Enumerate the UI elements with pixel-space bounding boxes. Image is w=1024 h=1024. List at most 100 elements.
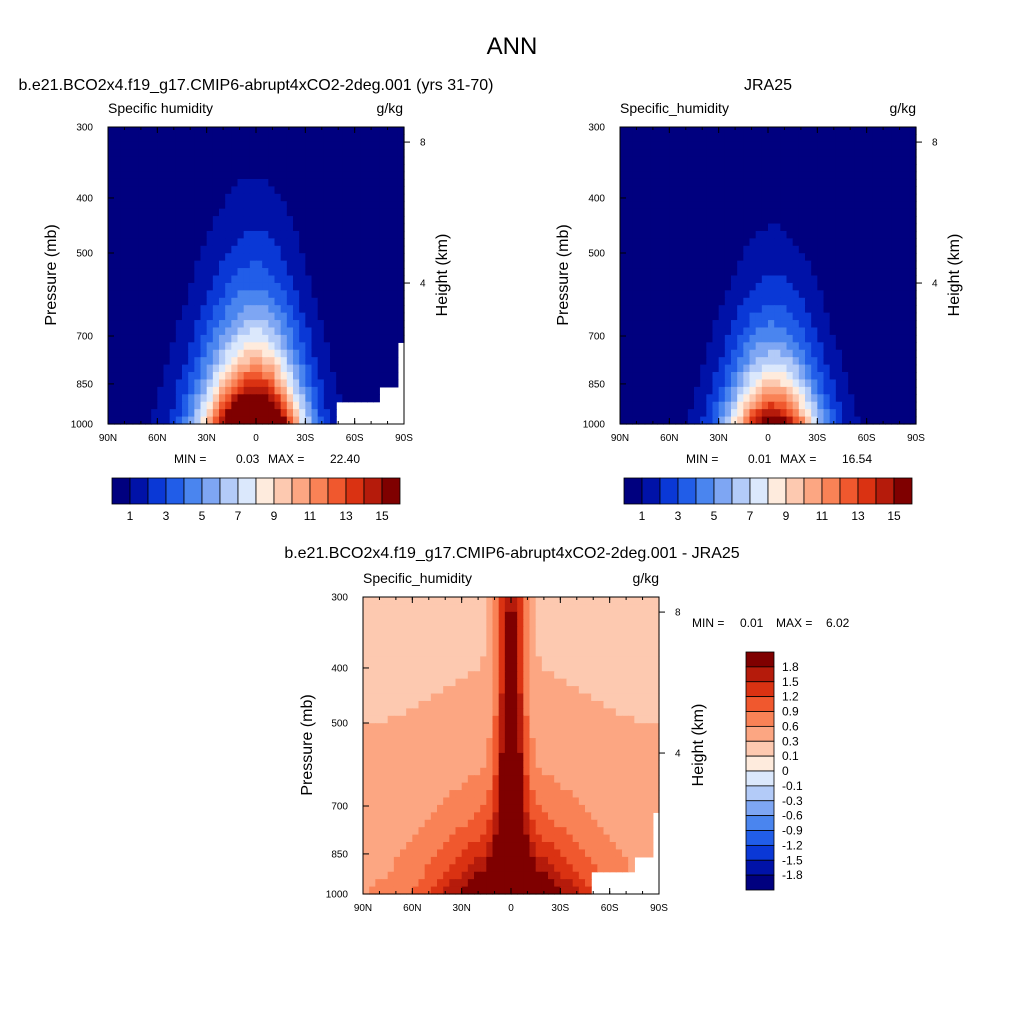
contour-cell [237, 401, 245, 410]
contour-cell [268, 275, 276, 284]
contour-cell [761, 127, 769, 136]
contour-cell [731, 171, 738, 180]
contour-cell [669, 409, 677, 418]
contour-cell [293, 253, 300, 262]
contour-cell [626, 275, 633, 284]
contour-cell [749, 230, 757, 239]
contour-cell [663, 349, 670, 358]
contour-cell [687, 260, 695, 269]
contour-cell [280, 290, 288, 299]
contour-cell [305, 334, 313, 343]
contour-cell [694, 372, 701, 381]
contour-cell [529, 723, 537, 732]
contour-cell [114, 394, 121, 403]
contour-cell [554, 648, 561, 657]
contour-cell [249, 216, 257, 225]
contour-cell [151, 141, 158, 150]
contour-cell [108, 342, 115, 351]
contour-cell [132, 127, 140, 136]
contour-cell [650, 141, 658, 150]
contour-cell [835, 178, 843, 187]
contour-cell [293, 201, 300, 210]
contour-cell [157, 193, 165, 202]
contour-cell [219, 275, 226, 284]
contour-cell [657, 178, 664, 187]
contour-cell [114, 416, 121, 425]
contour-cell [206, 127, 214, 136]
contour-cell [369, 693, 376, 702]
contour-cell [854, 320, 862, 329]
contour-cell [342, 193, 350, 202]
contour-cell [418, 641, 426, 650]
contour-cell [638, 208, 646, 217]
contour-cell [237, 312, 245, 321]
contour-cell [780, 416, 788, 425]
contour-cell [848, 230, 855, 239]
contour-cell [829, 275, 837, 284]
contour-cell [342, 268, 350, 277]
contour-cell [262, 312, 269, 321]
colorbar-label: 7 [235, 509, 242, 523]
contour-cell [511, 686, 518, 695]
contour-cell [268, 357, 276, 366]
contour-cell [638, 201, 646, 210]
contour-cell [145, 364, 152, 373]
contour-cell [638, 386, 646, 395]
contour-cell [805, 141, 812, 150]
contour-cell [212, 386, 220, 395]
contour-cell [138, 253, 146, 262]
contour-cell [219, 186, 226, 195]
contour-cell [652, 730, 660, 739]
contour-cell [188, 223, 195, 232]
contour-cell [737, 201, 744, 210]
contour-cell [529, 656, 537, 665]
contour-cell [151, 245, 158, 254]
contour-cell [391, 171, 399, 180]
contour-cell [393, 663, 401, 672]
contour-cell [108, 409, 115, 418]
contour-cell [644, 357, 652, 366]
contour-cell [768, 230, 775, 239]
contour-cell [609, 634, 617, 643]
contour-cell [749, 186, 757, 195]
contour-cell [225, 149, 232, 158]
contour-cell [169, 134, 177, 143]
contour-cell [737, 416, 744, 425]
contour-cell [391, 208, 399, 217]
contour-cell [385, 178, 393, 187]
contour-cell [903, 342, 911, 351]
contour-cell [835, 134, 843, 143]
contour-cell [650, 297, 658, 306]
contour-cell [379, 312, 387, 321]
contour-cell [492, 708, 500, 717]
contour-cell [903, 364, 911, 373]
contour-cell [243, 401, 251, 410]
contour-cell [743, 134, 751, 143]
contour-cell [848, 186, 855, 195]
contour-cell [132, 386, 140, 395]
contour-cell [126, 305, 134, 314]
contour-cell [120, 409, 128, 418]
contour-cell [286, 208, 294, 217]
panel-obs-field-label: Specific_humidity [620, 100, 729, 116]
contour-cell [860, 386, 868, 395]
contour-cell [798, 253, 806, 262]
contour-cell [511, 693, 518, 702]
contour-cell [694, 379, 701, 388]
contour-cell [317, 156, 325, 165]
contour-cell [626, 409, 633, 418]
contour-cell [891, 372, 899, 381]
contour-cell [675, 409, 683, 418]
contour-cell [387, 708, 395, 717]
contour-cell [231, 312, 239, 321]
contour-cell [443, 663, 450, 672]
contour-cell [860, 149, 868, 158]
contour-cell [480, 597, 487, 606]
contour-cell [909, 334, 917, 343]
contour-cell [132, 149, 140, 158]
contour-cell [206, 171, 214, 180]
contour-cell [652, 634, 660, 643]
contour-cell [387, 730, 395, 739]
contour-cell [622, 723, 629, 732]
